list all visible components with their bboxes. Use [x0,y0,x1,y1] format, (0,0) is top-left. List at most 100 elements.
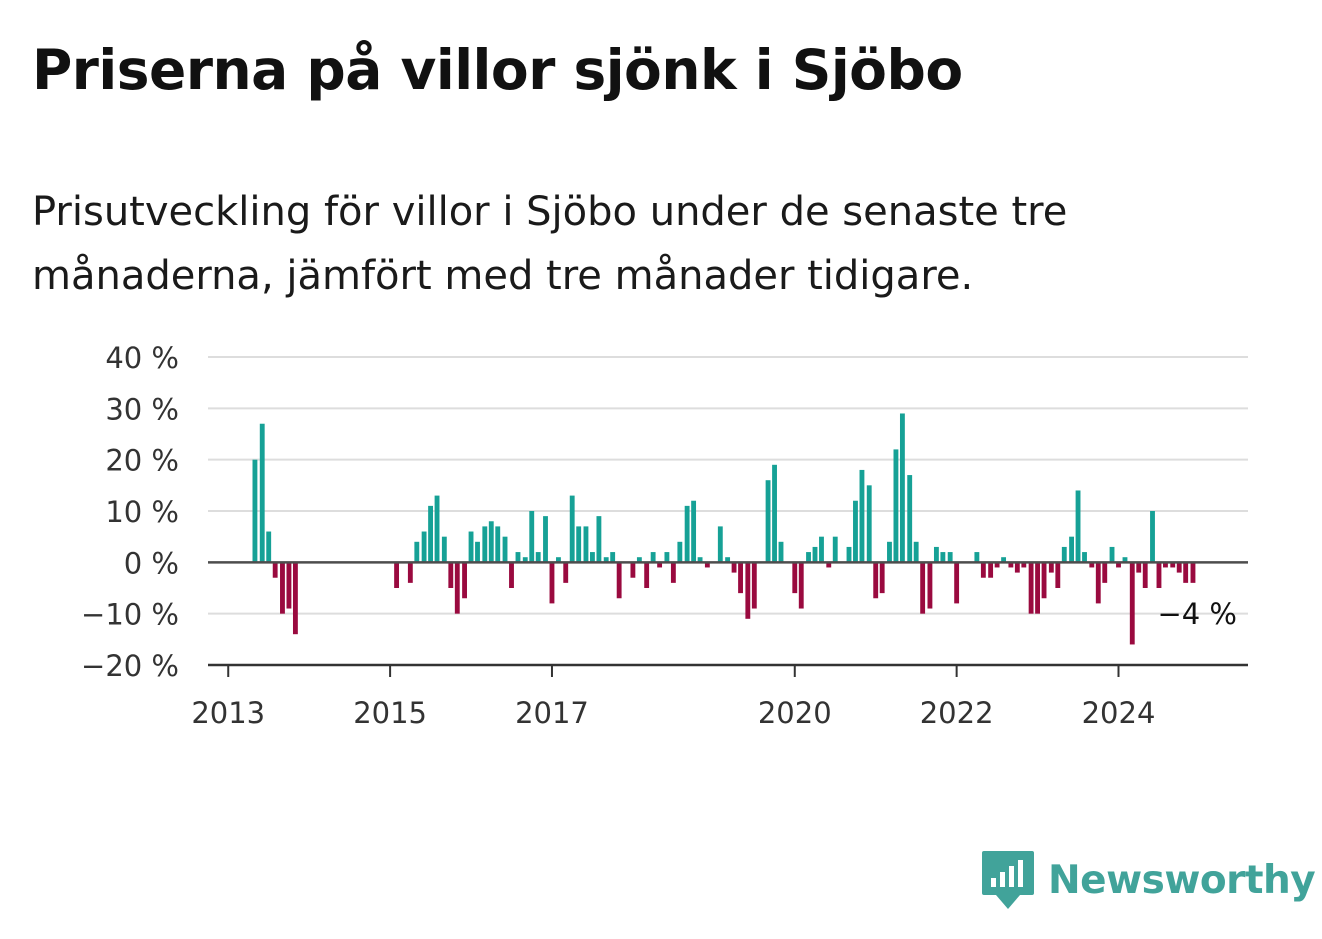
bar [454,562,460,614]
bar [994,562,1000,568]
bar [819,536,824,563]
bar [583,526,589,563]
bar [1150,511,1155,563]
bar [866,485,872,563]
y-tick-label: −10 % [81,598,179,632]
bar [272,562,278,578]
bar [1122,557,1128,563]
bar [873,562,879,599]
x-tick-label: 2020 [758,696,832,730]
bar [603,557,609,563]
bar [529,511,535,563]
bar [1069,536,1074,563]
bar [448,562,454,588]
x-tick-label: 2022 [920,696,994,730]
bar [1136,562,1142,573]
bar [704,562,710,568]
bar [954,562,960,604]
newsworthy-logo-icon [982,851,1034,909]
y-tick-label: 30 % [105,392,179,426]
y-axis-tick-labels: 40 % 30 % 20 % 10 % 0 % −10 % −20 % [81,341,179,683]
bar [670,562,676,583]
bars [252,413,1196,645]
bar [717,526,723,563]
bar [482,526,488,563]
bar [738,562,743,594]
x-tick-label: 2024 [1082,696,1156,730]
bar [644,562,650,588]
bar [1183,562,1189,583]
bar [630,562,636,578]
chart-subtitle: Prisutveckling för villor i Sjöbo under … [32,189,1068,299]
bar [1008,562,1014,568]
bar [913,541,919,563]
bar [1170,562,1176,568]
bar [502,536,508,563]
newsworthy-logo-text: Newsworthy [1048,857,1316,903]
bar [610,552,616,563]
bar [1041,562,1047,599]
bar [495,526,501,563]
bar [515,552,521,563]
bar [792,562,798,594]
bar [879,562,885,594]
bar [859,469,865,563]
x-tick-label: 2017 [515,696,589,730]
bar [428,505,433,563]
bar [1142,562,1148,588]
bar [522,557,528,563]
y-tick-label: 20 % [105,444,179,478]
bar [980,562,986,578]
bar [414,541,420,563]
bar [846,546,852,563]
bar [920,562,926,614]
bar [563,562,569,583]
bar [745,562,751,619]
bar [421,531,427,563]
x-axis-tick-labels: 2013 2015 2017 2020 2022 2024 [191,665,1155,730]
bar [252,459,258,563]
bar [549,562,555,604]
bar [826,562,832,568]
bar [462,562,467,599]
bar [731,562,737,573]
bar [1095,562,1101,604]
bar [927,562,933,609]
bar [535,552,541,563]
bar [751,562,757,609]
bar [765,480,771,563]
bar [488,521,494,563]
bar [725,557,731,563]
bar [893,449,899,563]
bar [664,552,670,563]
bar [1163,562,1168,568]
bar [899,413,905,563]
bar [1075,490,1081,563]
bar [1028,562,1034,614]
y-tick-label: 40 % [105,341,179,375]
bar [590,552,595,563]
bar [509,562,514,588]
newsworthy-logo: Newsworthy [980,849,1316,911]
bar [1109,546,1115,563]
bar [1014,562,1020,573]
bar [569,495,575,563]
bar [1116,562,1121,568]
bar [286,562,292,609]
bar [684,505,690,563]
bar [266,531,272,563]
bar [887,541,892,563]
bar [394,562,400,588]
bar [636,557,642,563]
bar [1001,557,1007,563]
bar [974,552,980,563]
bar [691,500,697,563]
bar [1190,562,1196,583]
bar [657,562,663,568]
bar [772,464,777,563]
chart-title: Priserna på villor sjönk i Sjöbo [32,38,963,102]
bar [907,475,913,563]
bar [798,562,804,609]
bar [441,536,447,563]
bar [543,516,548,563]
